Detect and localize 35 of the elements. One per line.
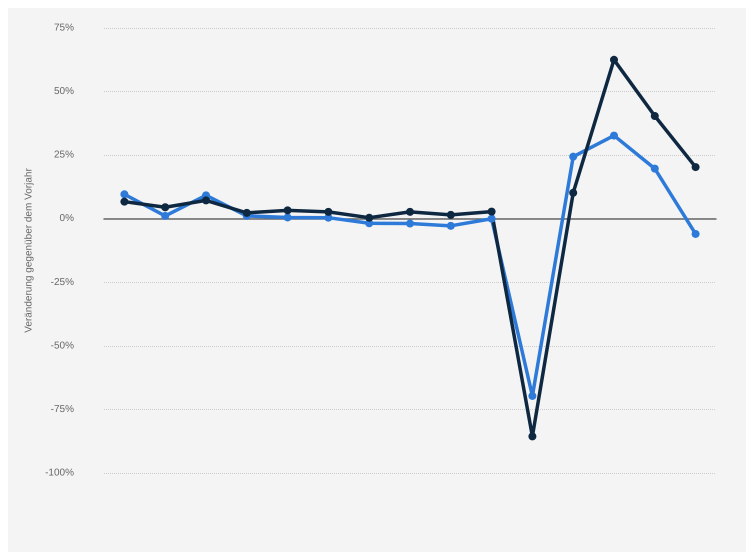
point: [446, 210, 455, 219]
point: [242, 208, 251, 217]
point: [569, 188, 578, 197]
point: [528, 432, 536, 440]
point: [488, 208, 496, 216]
point: [161, 203, 170, 212]
point: [446, 222, 455, 230]
point: [569, 152, 578, 161]
point: [610, 132, 618, 140]
y-tick-label: 0%: [60, 213, 74, 224]
point: [365, 214, 374, 222]
y-tick-label: -50%: [50, 340, 74, 352]
point: [406, 208, 414, 216]
point: [202, 196, 210, 204]
point: [284, 206, 292, 214]
y-tick-label: 75%: [54, 22, 74, 34]
point: [284, 213, 292, 222]
point: [161, 212, 170, 220]
point: [610, 56, 618, 64]
y-tick-label: -100%: [45, 468, 74, 478]
y-tick-label: 25%: [54, 150, 74, 161]
point: [324, 208, 332, 216]
y-tick-label: -25%: [50, 276, 74, 288]
y-tick-label: 50%: [54, 86, 74, 98]
point: [120, 190, 128, 198]
point: [488, 214, 496, 223]
point: [650, 112, 659, 120]
point: [692, 230, 700, 238]
point: [120, 198, 128, 206]
point: [650, 164, 659, 173]
point: [692, 163, 700, 172]
point: [528, 392, 536, 400]
y-axis-title: Veränderung gegenüber dem Vorjahr: [24, 168, 35, 333]
point: [406, 220, 414, 228]
y-tick-label: -75%: [50, 404, 74, 415]
